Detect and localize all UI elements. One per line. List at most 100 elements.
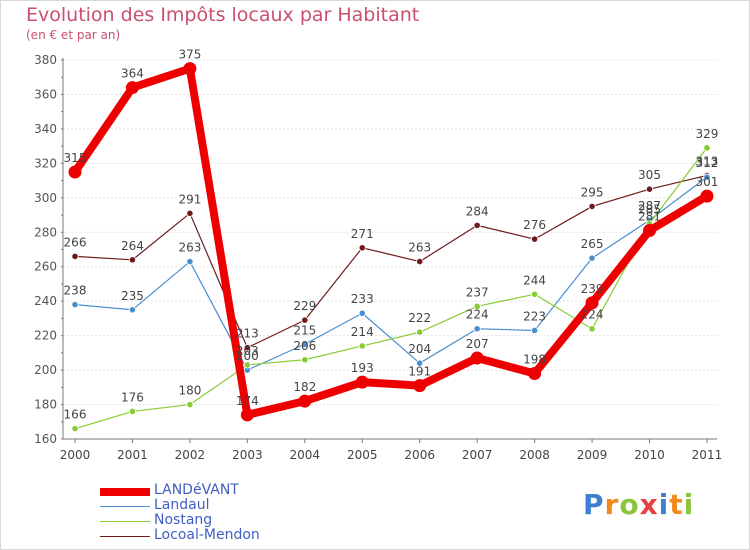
data-point [125, 81, 139, 95]
data-point [301, 340, 309, 348]
data-point [71, 252, 79, 260]
legend-swatch [100, 488, 150, 496]
x-tick-label: 2008 [519, 448, 550, 462]
data-label: 364 [121, 67, 144, 81]
data-point [416, 257, 424, 266]
data-point [645, 185, 654, 193]
chart-subtitle: (en € et par an) [26, 28, 121, 42]
data-label: 276 [523, 218, 546, 232]
data-point [298, 394, 312, 408]
y-tick-label: 280 [34, 225, 57, 239]
data-point [358, 244, 366, 252]
data-label: 291 [178, 192, 201, 206]
data-label: 174 [236, 394, 259, 408]
data-label: 182 [293, 380, 316, 394]
data-label: 206 [293, 339, 316, 353]
legend-swatch [100, 521, 150, 522]
y-tick-label: 360 [34, 87, 57, 101]
data-point [643, 224, 656, 238]
x-tick-label: 2002 [175, 448, 206, 462]
y-tick-label: 260 [34, 260, 57, 274]
data-label: 238 [64, 284, 87, 298]
x-tick-label: 2006 [404, 448, 435, 462]
x-tick-label: 2011 [692, 448, 723, 462]
data-point [588, 325, 596, 333]
y-tick-label: 200 [34, 363, 57, 377]
data-point [183, 62, 197, 76]
data-label: 176 [121, 390, 144, 404]
data-point [470, 351, 484, 365]
data-point [71, 425, 79, 433]
data-label: 271 [351, 227, 374, 241]
data-label: 301 [695, 175, 718, 189]
data-label: 237 [466, 285, 489, 299]
y-tick-label: 240 [34, 294, 57, 308]
data-point [71, 301, 79, 309]
series-line [74, 147, 708, 430]
data-point [301, 356, 309, 364]
data-label: 191 [408, 365, 431, 379]
legend-label: Landaul [154, 497, 210, 513]
data-point [128, 407, 137, 416]
data-point [68, 165, 82, 179]
data-point [528, 367, 542, 381]
legend-item: LANDéVANT [100, 482, 340, 500]
data-label: 313 [695, 154, 718, 168]
data-point [301, 316, 309, 324]
data-label: 222 [408, 311, 431, 325]
x-tick-label: 2004 [290, 448, 321, 462]
data-point [358, 309, 366, 317]
data-label: 263 [408, 241, 431, 255]
data-label: 239 [581, 282, 604, 296]
data-label: 166 [64, 408, 87, 422]
x-tick-label: 2009 [577, 448, 608, 462]
data-label: 198 [523, 353, 546, 367]
data-point [473, 302, 481, 310]
x-tick-label: 2010 [634, 448, 665, 462]
data-point [243, 344, 251, 352]
data-label: 375 [178, 48, 201, 62]
y-tick-label: 220 [34, 329, 57, 343]
data-label: 203 [236, 344, 259, 358]
data-point [530, 290, 539, 298]
data-label: 193 [351, 361, 374, 375]
data-label: 305 [638, 168, 661, 182]
data-point [240, 408, 254, 422]
data-point [186, 257, 194, 266]
data-label: 214 [351, 325, 374, 339]
data-point [128, 306, 137, 314]
data-label: 180 [178, 384, 201, 398]
data-label: 265 [581, 237, 604, 251]
y-tick-label: 380 [34, 53, 57, 67]
legend-swatch [100, 536, 150, 537]
series-line [71, 64, 710, 419]
data-point [243, 361, 251, 369]
data-point [355, 375, 369, 389]
x-tick-label: 2001 [117, 448, 148, 462]
data-label: 229 [293, 299, 316, 313]
data-point [186, 209, 194, 217]
data-point [473, 221, 481, 229]
data-label: 233 [351, 292, 374, 306]
data-label: 329 [695, 127, 718, 141]
legend-item: Locoal-Mendon [100, 527, 340, 545]
data-label: 215 [293, 323, 316, 337]
series-line [74, 174, 708, 349]
data-label: 287 [638, 199, 661, 213]
data-label: 284 [466, 204, 489, 218]
data-point [416, 359, 424, 367]
legend-label: Locoal-Mendon [154, 527, 260, 543]
data-point [530, 235, 539, 243]
legend-label: Nostang [154, 512, 213, 528]
data-label: 295 [581, 185, 604, 199]
data-point [588, 254, 596, 262]
data-label: 223 [523, 309, 546, 323]
legend-label: LANDéVANT [154, 482, 239, 498]
data-label: 200 [236, 349, 259, 363]
x-tick-label: 2007 [462, 448, 493, 462]
data-label: 285 [638, 203, 661, 217]
data-label: 281 [638, 210, 661, 224]
y-tick-label: 300 [34, 191, 57, 205]
data-label: 207 [466, 337, 489, 351]
data-point [186, 400, 194, 409]
